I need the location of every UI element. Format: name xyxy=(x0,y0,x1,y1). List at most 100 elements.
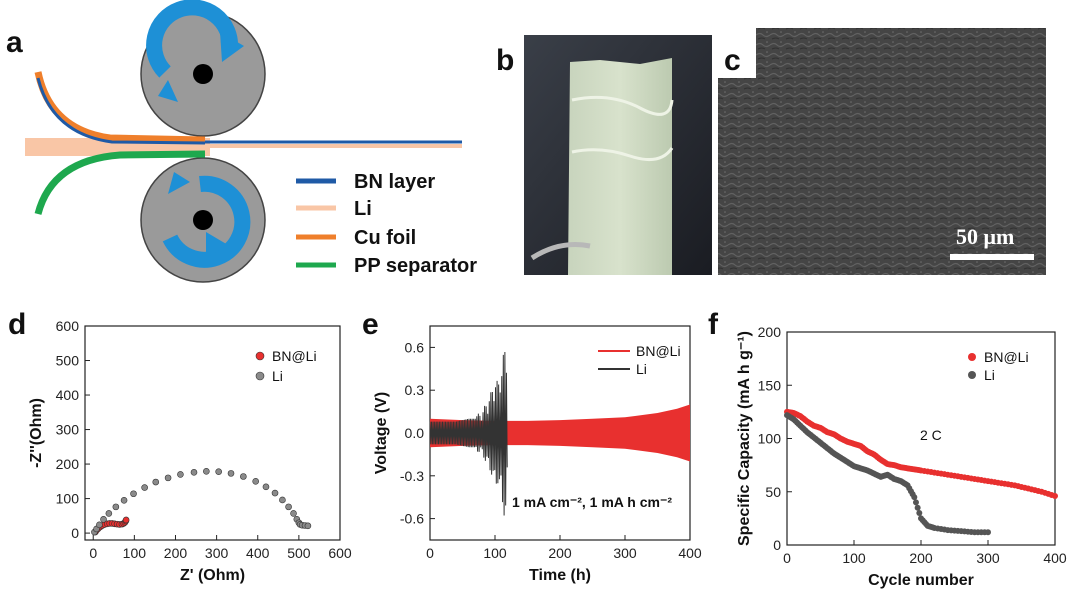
data-point-li xyxy=(911,494,918,501)
chart-e: 0 100 200 300 400 0.6 0.3 0.0 -0.3 -0.6 Time (h) Vo… xyxy=(373,325,702,584)
data-point-li xyxy=(96,521,103,529)
y-tick-label: 0 xyxy=(71,525,79,541)
y-tick-label: 150 xyxy=(758,377,782,393)
y-tick-label: 200 xyxy=(56,456,80,472)
x-tick-label: 400 xyxy=(246,545,270,561)
x-tick-label: 400 xyxy=(678,545,702,561)
data-point-li xyxy=(215,468,222,475)
y-tick-label: 300 xyxy=(56,422,80,438)
y-axis-label: Specific Capacity (mA h g⁻¹) xyxy=(736,331,753,546)
y-tick-label: 500 xyxy=(56,353,80,369)
sem-panel-c: c 50 μm xyxy=(718,28,1046,275)
y-tick-label: 600 xyxy=(56,318,80,334)
panel-label-e: e xyxy=(362,308,379,341)
data-point-li xyxy=(177,471,184,478)
legend-label-bn: BN layer xyxy=(354,171,435,193)
data-point-li xyxy=(262,483,270,491)
pp-separator xyxy=(34,150,206,215)
data-point-li xyxy=(912,499,919,506)
data-point-li xyxy=(271,489,279,497)
data-point-li xyxy=(190,469,198,476)
data-point-li xyxy=(203,468,210,475)
data-point-li xyxy=(120,497,128,504)
y-tick-label: 0.6 xyxy=(405,339,425,355)
bottom-roller xyxy=(140,157,266,283)
chart-annotation: 2 C xyxy=(920,427,942,443)
x-axis-label: Z' (Ohm) xyxy=(180,567,245,584)
cu-foil xyxy=(34,71,206,144)
top-roller xyxy=(140,0,266,137)
data-point-li xyxy=(985,529,991,536)
panel-label-d: d xyxy=(8,308,26,341)
x-tick-label: 0 xyxy=(783,550,791,566)
legend-label-cu: Cu foil xyxy=(354,227,416,249)
data-point-li xyxy=(304,522,312,530)
data-point-li xyxy=(152,478,160,486)
tweezers xyxy=(530,242,591,261)
schematic-legend: BN layer Li Cu foil PP separator xyxy=(296,171,477,277)
photo-panel-b: b xyxy=(494,35,712,275)
x-tick-label: 0 xyxy=(89,545,97,561)
x-tick-label: 200 xyxy=(164,545,188,561)
data-point-li xyxy=(916,510,923,517)
series-line-li xyxy=(429,352,508,516)
legend-marker-li xyxy=(968,371,976,379)
x-tick-label: 100 xyxy=(483,545,507,561)
x-tick-label: 300 xyxy=(613,545,637,561)
y-tick-label: 100 xyxy=(758,431,782,447)
x-tick-label: 0 xyxy=(426,545,434,561)
panel-label-f: f xyxy=(708,308,719,341)
data-point-bn-li xyxy=(1052,493,1058,500)
data-point-li xyxy=(164,474,172,482)
x-tick-label: 200 xyxy=(548,545,572,561)
data-point-li xyxy=(914,504,921,511)
legend-label-bnli: BN@Li xyxy=(272,348,317,364)
bn-layer-curve xyxy=(36,77,206,145)
x-axis-label: Cycle number xyxy=(868,572,974,589)
data-point-li xyxy=(240,473,247,480)
bn-li-film xyxy=(568,58,672,275)
y-tick-label: 100 xyxy=(56,491,80,507)
x-axis-label: Time (h) xyxy=(529,567,591,584)
x-tick-label: 100 xyxy=(123,545,147,561)
x-tick-label: 600 xyxy=(328,545,352,561)
data-point-li xyxy=(141,484,148,491)
legend-label-li: Li xyxy=(636,361,647,377)
series-band-bnli xyxy=(430,404,690,462)
y-tick-label: 50 xyxy=(765,484,781,500)
data-point-bn-li xyxy=(122,516,130,524)
data-point-li xyxy=(290,510,297,517)
plot-frame xyxy=(84,325,341,541)
legend-label-li: Li xyxy=(354,198,372,220)
y-tick-label: 400 xyxy=(56,387,80,403)
legend-marker-bnli xyxy=(968,353,976,361)
y-tick-label: 200 xyxy=(758,324,782,340)
data-point-li xyxy=(279,496,286,504)
chart-f: 0 100 200 300 400 0 50 100 150 200 Cycle number Spe… xyxy=(736,324,1067,589)
legend-label-bnli: BN@Li xyxy=(984,349,1029,365)
scalebar xyxy=(950,254,1034,260)
y-axis-label: -Z''(Ohm) xyxy=(28,398,45,468)
chart-annotation: 1 mA cm⁻², 1 mA h cm⁻² xyxy=(512,494,672,510)
y-axis-label: Voltage (V) xyxy=(373,392,390,474)
legend-marker-bnli xyxy=(255,351,265,361)
x-tick-label: 200 xyxy=(909,550,933,566)
scalebar-label: 50 μm xyxy=(956,224,1014,249)
data-point-li xyxy=(285,503,292,511)
x-tick-label: 500 xyxy=(287,545,311,561)
data-point-li xyxy=(105,510,113,517)
legend-label-li: Li xyxy=(984,367,995,383)
y-tick-label: 0.0 xyxy=(405,425,425,441)
data-point-li xyxy=(130,490,137,498)
legend-label-pp: PP separator xyxy=(354,255,477,277)
data-point-li xyxy=(112,503,120,511)
data-point-li xyxy=(227,470,235,477)
y-tick-label: -0.3 xyxy=(400,468,424,484)
x-tick-label: 100 xyxy=(842,550,866,566)
y-tick-label: 0.3 xyxy=(405,382,425,398)
panel-label-c: c xyxy=(724,44,741,77)
panel-label-b: b xyxy=(496,44,514,77)
y-tick-label: -0.6 xyxy=(400,511,424,527)
chart-d: 0 100 200 300 400 500 600 0 100 200 300 400 500 600 Z'… xyxy=(28,318,352,584)
